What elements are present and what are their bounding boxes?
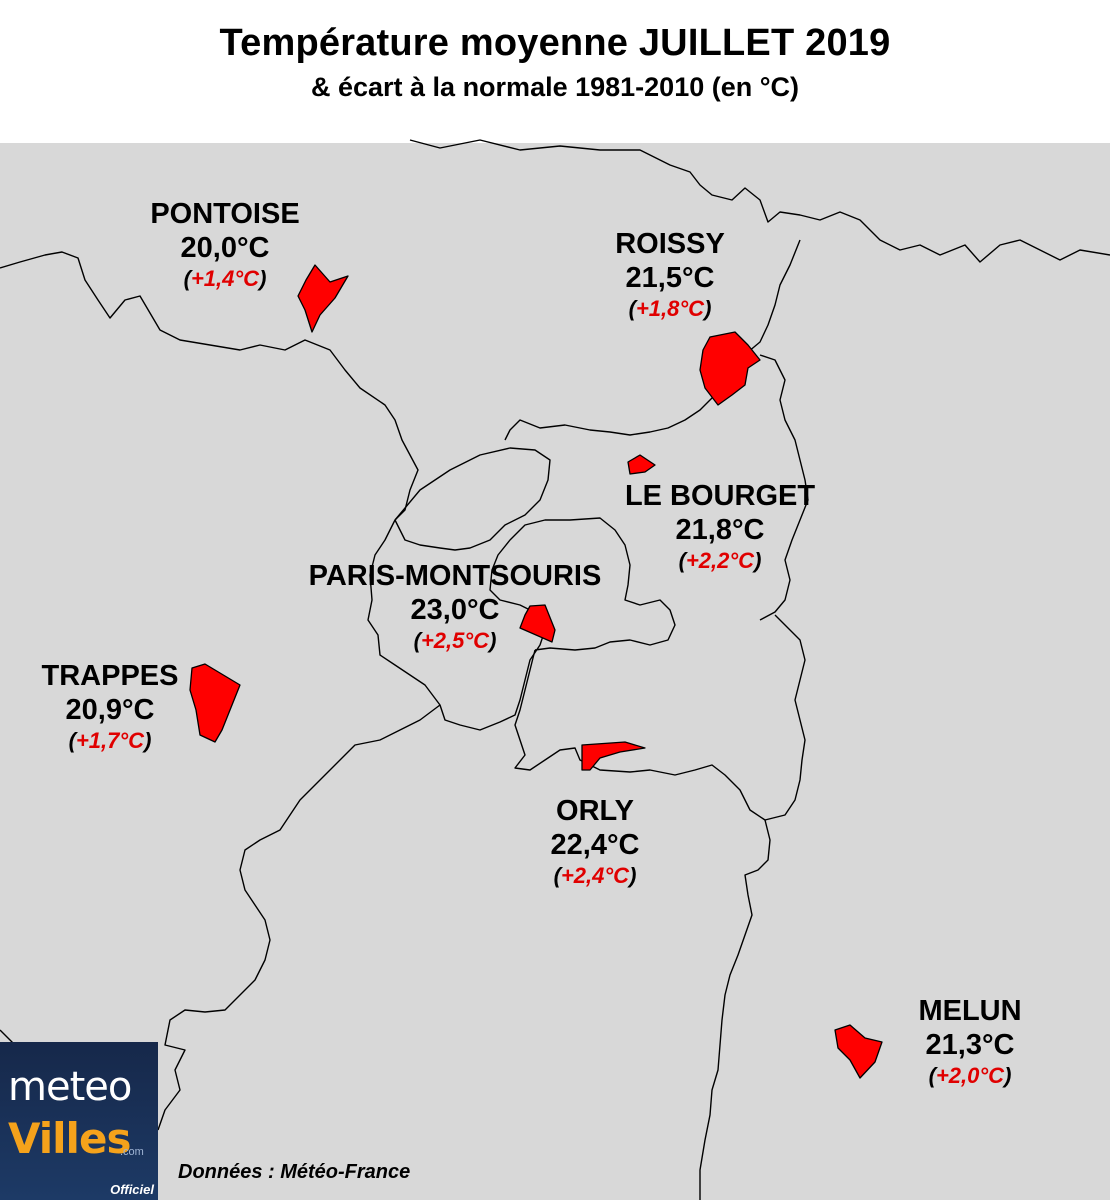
station-label-roissy: ROISSY 21,5°C (+1,8°C) — [575, 228, 765, 323]
station-name: LE BOURGET — [624, 480, 816, 512]
station-deviation: (+1,7°C) — [68, 728, 152, 753]
station-deviation: (+2,2°C) — [678, 548, 762, 573]
deviation-value: +1,4°C — [190, 266, 260, 291]
station-temp: 21,3°C — [925, 1029, 1015, 1061]
station-deviation: (+2,4°C) — [553, 863, 637, 888]
data-source: Données : Météo-France — [178, 1161, 411, 1183]
station-area-le-bourget — [627, 454, 656, 475]
meteovilles-logo[interactable]: meteo Villes .com Officiel — [0, 1042, 158, 1200]
station-area-melun — [834, 1024, 883, 1079]
station-label-orly: ORLY 22,4°C (+2,4°C) — [505, 795, 685, 890]
logo-text-domain: .com — [120, 1146, 144, 1158]
deviation-value: +2,5°C — [420, 628, 490, 653]
map-subtitle: & écart à la normale 1981-2010 (en °C) — [310, 72, 800, 102]
station-deviation: (+2,0°C) — [928, 1063, 1012, 1088]
station-temp: 22,4°C — [550, 829, 640, 861]
station-name: PARIS-MONTSOURIS — [308, 560, 602, 592]
map-title: Température moyenne JUILLET 2019 — [219, 22, 891, 64]
dept-boundary-ssd — [759, 354, 809, 621]
station-area-roissy — [699, 331, 761, 406]
station-deviation: (+1,8°C) — [628, 296, 712, 321]
deviation-value: +2,4°C — [560, 863, 630, 888]
station-temp: 20,0°C — [180, 232, 270, 264]
station-label-pontoise: PONTOISE 20,0°C (+1,4°C) — [130, 198, 320, 293]
station-name: MELUN — [918, 995, 1022, 1027]
val-de-marne — [514, 614, 806, 821]
station-area-orly — [581, 741, 646, 771]
station-area-trappes — [189, 663, 241, 743]
station-temp: 23,0°C — [410, 594, 500, 626]
station-label-trappes: TRAPPES 20,9°C (+1,7°C) — [20, 660, 200, 755]
deviation-value: +2,0°C — [935, 1063, 1005, 1088]
dept-boundary-vo — [504, 239, 801, 441]
dept-boundary-sem — [699, 819, 771, 1200]
dept-boundary-yvelines — [157, 704, 441, 1131]
deviation-value: +1,8°C — [635, 296, 705, 321]
logo-text-villes: Villes — [8, 1114, 131, 1163]
deviation-value: +1,7°C — [75, 728, 145, 753]
logo-text-meteo: meteo — [8, 1064, 132, 1110]
station-deviation: (+1,4°C) — [183, 266, 267, 291]
station-deviation: (+2,5°C) — [413, 628, 497, 653]
station-label-paris-montsouris: PARIS-MONTSOURIS 23,0°C (+2,5°C) — [280, 560, 630, 655]
station-name: TRAPPES — [41, 660, 179, 692]
station-name: PONTOISE — [150, 198, 300, 230]
petite-couronne — [394, 447, 551, 551]
paris-hauts-de-seine — [367, 517, 676, 731]
land-area — [0, 143, 1110, 1200]
region-boundary-north — [0, 251, 419, 521]
station-name: ROISSY — [615, 228, 725, 260]
station-label-le-bourget: LE BOURGET 21,8°C (+2,2°C) — [605, 480, 835, 575]
station-area-paris-montsouris — [519, 604, 556, 643]
station-temp: 21,8°C — [675, 514, 765, 546]
station-name: ORLY — [556, 795, 634, 827]
deviation-value: +2,2°C — [685, 548, 755, 573]
station-temp: 20,9°C — [65, 694, 155, 726]
station-area-pontoise — [297, 264, 349, 333]
station-temp: 21,5°C — [625, 262, 715, 294]
region-boundary-northeast — [409, 139, 1110, 263]
logo-text-officiel: Officiel — [110, 1182, 154, 1197]
station-label-melun: MELUN 21,3°C (+2,0°C) — [880, 995, 1060, 1090]
